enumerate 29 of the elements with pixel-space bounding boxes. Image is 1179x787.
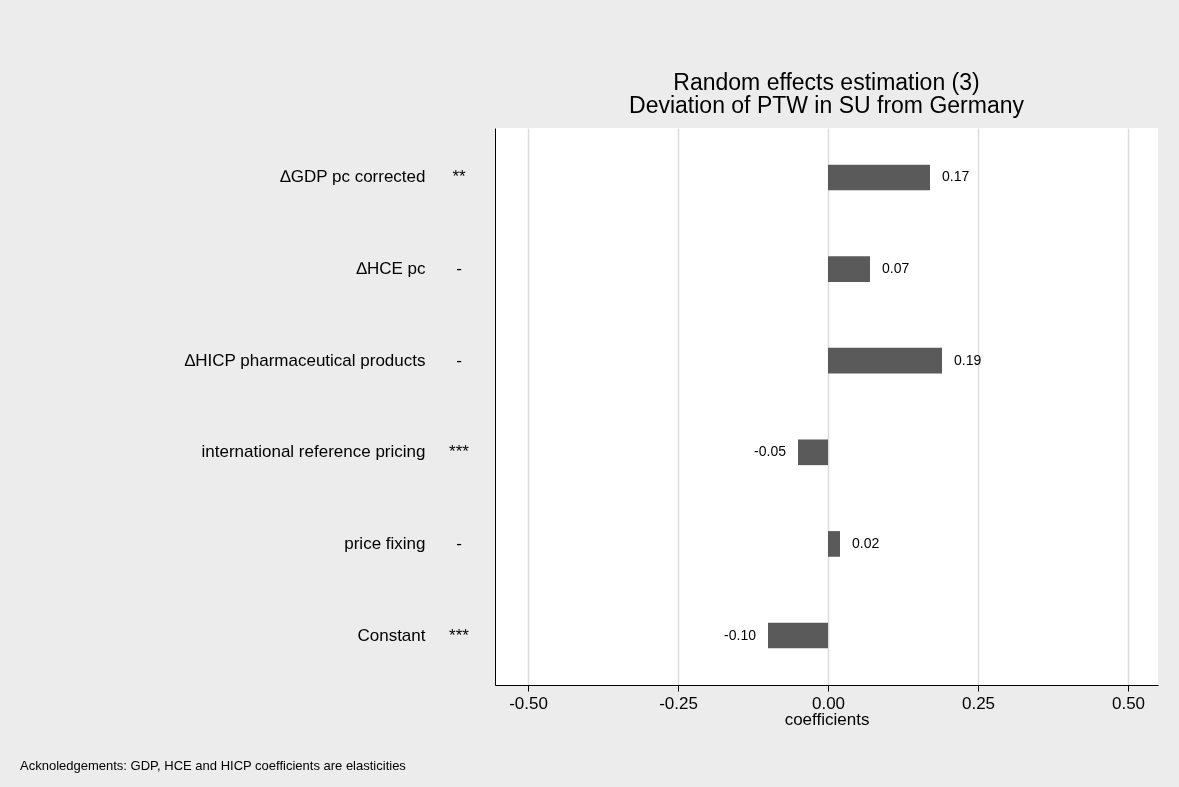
bar xyxy=(828,531,840,557)
data-label: -0.05 xyxy=(754,443,787,460)
x-tick-label: -0.25 xyxy=(659,693,698,713)
y-tick-label: ∆HICP pharmaceutical products xyxy=(184,350,426,370)
data-label: 0.17 xyxy=(942,168,970,185)
text: *** xyxy=(449,625,470,645)
data-label: -0.10 xyxy=(724,626,757,643)
x-tick-label: 0.25 xyxy=(961,693,996,713)
data-label: 0.07 xyxy=(882,260,910,277)
text: - xyxy=(456,259,462,279)
text: ** xyxy=(452,167,466,187)
y-tick-label: ∆HCE pc xyxy=(356,259,426,279)
y-tick-label: ∆GDP pc corrected xyxy=(280,167,426,187)
data-label: 0.19 xyxy=(954,351,982,368)
text: - xyxy=(456,533,462,553)
x-tick-label: -0.50 xyxy=(509,693,548,713)
y-tick-label: price fixing xyxy=(344,533,426,553)
bar xyxy=(768,622,828,649)
bar xyxy=(828,256,870,282)
y-tick-label: international reference pricing xyxy=(201,442,426,462)
bar xyxy=(828,347,942,374)
text: Acknoledgements: GDP, HCE and HICP coefficients are elasticities xyxy=(20,758,407,773)
y-tick-label: Constant xyxy=(357,625,426,645)
x-tick-label: 0.50 xyxy=(1111,693,1146,713)
bar xyxy=(828,164,930,191)
text: - xyxy=(456,350,462,370)
bar xyxy=(798,439,828,466)
text: *** xyxy=(449,442,470,462)
data-label: 0.02 xyxy=(852,534,880,551)
